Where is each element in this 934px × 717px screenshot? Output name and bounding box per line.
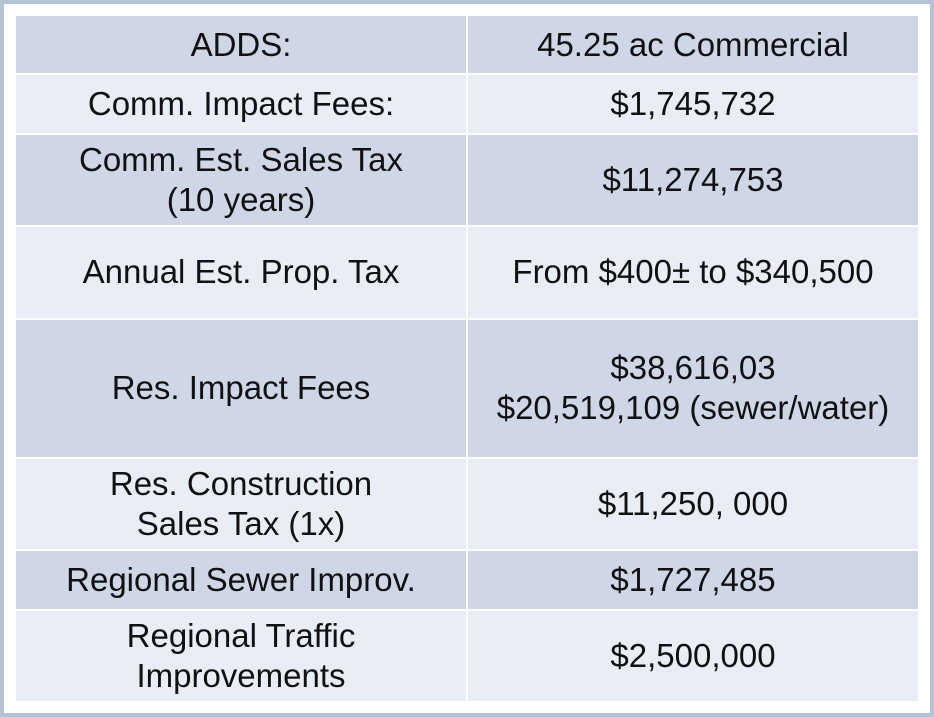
table-row: Regional Sewer Improv. $1,727,485 — [14, 549, 920, 611]
row-value-cell: $2,500,000 — [466, 608, 920, 704]
table-row: ADDS: 45.25 ac Commercial — [14, 13, 920, 76]
table-row: Comm. Impact Fees: $1,745,732 — [14, 73, 920, 135]
row-label-cell: Comm. Est. Sales Tax (10 years) — [14, 132, 468, 228]
row-value-line-1: $38,616,03 — [610, 349, 776, 387]
row-label-cell: Regional Sewer Improv. — [14, 549, 468, 611]
row-value-cell: $11,274,753 — [466, 132, 920, 228]
row-label-line-2: Improvements — [136, 656, 346, 694]
table-row: Annual Est. Prop. Tax From $400± to $340… — [14, 225, 920, 320]
row-value-cell: $38,616,03 $20,519,109 (sewer/water) — [466, 317, 920, 459]
row-label: Regional Sewer Improv. — [66, 560, 416, 598]
row-label-line-2: Sales Tax (1x) — [136, 505, 346, 543]
row-label-line-2: (10 years) — [166, 181, 316, 219]
row-value: $11,274,753 — [602, 161, 784, 199]
row-label: Comm. Impact Fees: — [87, 85, 395, 123]
row-label-cell: ADDS: — [14, 13, 468, 76]
table-row: Comm. Est. Sales Tax (10 years) $11,274,… — [14, 132, 920, 228]
row-label: Res. Impact Fees — [111, 369, 371, 407]
row-value-cell: From $400± to $340,500 — [466, 225, 920, 320]
table-row: Regional Traffic Improvements $2,500,000 — [14, 608, 920, 704]
row-value-cell: 45.25 ac Commercial — [466, 13, 920, 76]
row-label-cell: Regional Traffic Improvements — [14, 608, 468, 704]
row-label-cell: Annual Est. Prop. Tax — [14, 225, 468, 320]
table-row: Res. Impact Fees $38,616,03 $20,519,109 … — [14, 317, 920, 459]
row-value: $2,500,000 — [610, 636, 776, 674]
row-value-cell: $11,250, 000 — [466, 456, 920, 552]
row-value-cell: $1,745,732 — [466, 73, 920, 135]
row-label-line-1: Comm. Est. Sales Tax — [79, 141, 403, 179]
row-label-cell: Res. Impact Fees — [14, 317, 468, 459]
row-label-cell: Comm. Impact Fees: — [14, 73, 468, 135]
row-value: $11,250, 000 — [597, 485, 789, 523]
table-row: Res. Construction Sales Tax (1x) $11,250… — [14, 456, 920, 552]
row-value-cell: $1,727,485 — [466, 549, 920, 611]
row-value-line-2: $20,519,109 (sewer/water) — [496, 389, 890, 427]
row-label: Annual Est. Prop. Tax — [82, 253, 400, 291]
fees-table: ADDS: 45.25 ac Commercial Comm. Impact F… — [14, 13, 920, 704]
row-value: $1,745,732 — [610, 85, 776, 123]
row-label-line-1: Res. Construction — [109, 465, 373, 503]
row-label-cell: Res. Construction Sales Tax (1x) — [14, 456, 468, 552]
row-value: 45.25 ac Commercial — [537, 25, 849, 63]
row-label-line-1: Regional Traffic — [126, 616, 356, 654]
row-value: From $400± to $340,500 — [512, 253, 874, 291]
row-value: $1,727,485 — [610, 560, 776, 598]
row-label: ADDS: — [190, 25, 292, 63]
